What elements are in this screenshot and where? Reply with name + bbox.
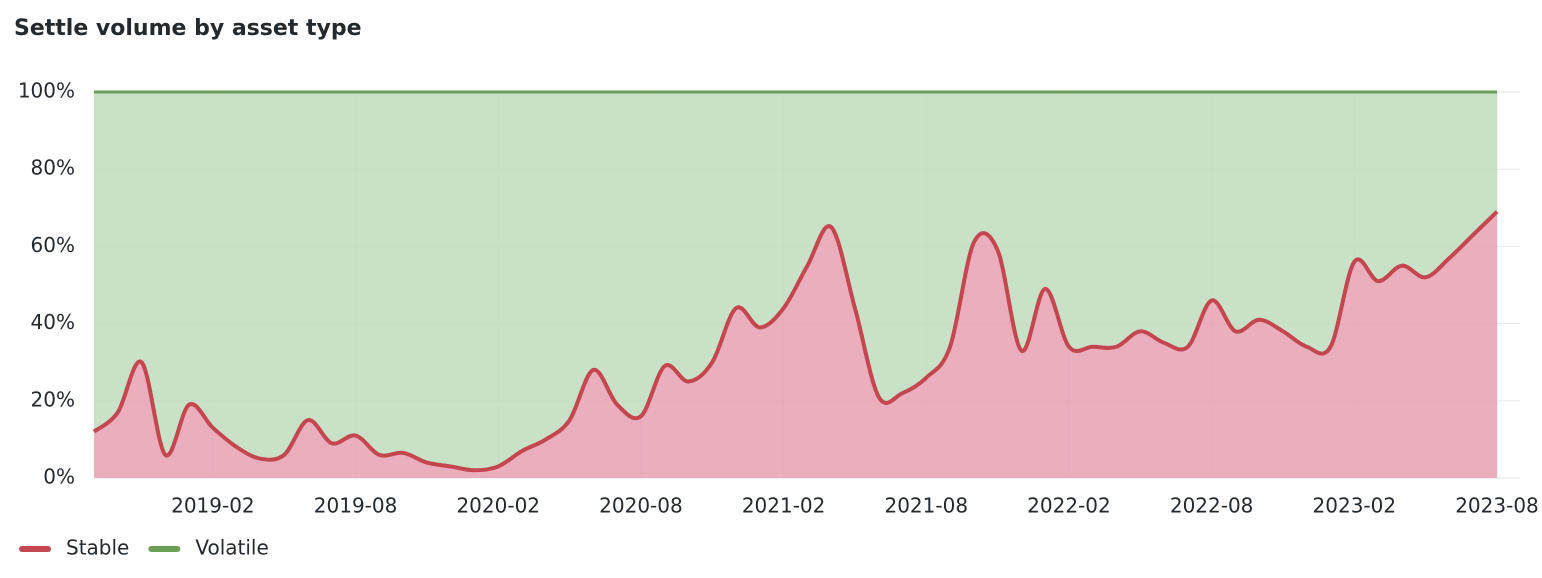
area [94, 211, 1497, 478]
legend-label: Volatile [195, 536, 268, 560]
x-tick-label: 2022-02 [1027, 494, 1111, 518]
line [92, 210, 1499, 473]
area [94, 92, 1497, 471]
x-tick-label: 2019-02 [171, 494, 255, 518]
x-tick-label: 2021-02 [742, 494, 826, 518]
x-tick-label: 2020-02 [456, 494, 540, 518]
y-tick-label: 100% [18, 79, 75, 103]
x-tick-label: 2023-02 [1313, 494, 1397, 518]
chart-title: Settle volume by asset type [14, 16, 362, 41]
x-tick-label: 2019-08 [314, 494, 398, 518]
y-tick-label: 80% [31, 156, 75, 180]
areas [92, 90, 1499, 478]
y-tick-label: 0% [43, 465, 75, 489]
legend: Stable Volatile [19, 536, 269, 560]
y-tick-label: 60% [31, 233, 75, 257]
legend-label: Stable [66, 536, 129, 560]
x-tick-label: 2020-08 [599, 494, 683, 518]
x-tick-label: 2023-08 [1455, 494, 1539, 518]
y-tick-label: 20% [31, 387, 75, 411]
x-tick-label: 2021-08 [884, 494, 968, 518]
axes: 0% 20% 40% 60% 80% 100% 2019-02 2019-08 2020-02 2… [18, 79, 1539, 518]
y-tick-label: 40% [31, 310, 75, 334]
x-tick-label: 2022-08 [1170, 494, 1254, 518]
